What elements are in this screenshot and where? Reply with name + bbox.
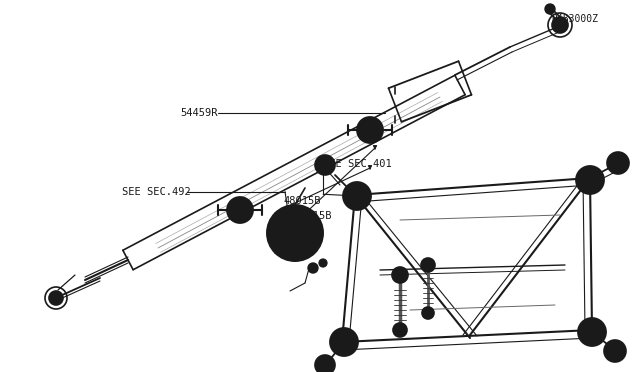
Circle shape xyxy=(552,17,568,33)
Circle shape xyxy=(396,326,404,334)
Circle shape xyxy=(336,334,352,350)
Circle shape xyxy=(576,166,604,194)
Circle shape xyxy=(392,267,408,283)
Circle shape xyxy=(363,123,377,137)
Circle shape xyxy=(357,117,383,143)
Circle shape xyxy=(422,307,434,319)
Circle shape xyxy=(610,346,620,356)
Circle shape xyxy=(604,340,626,362)
Circle shape xyxy=(330,328,358,356)
Circle shape xyxy=(315,355,335,372)
Circle shape xyxy=(545,4,555,14)
Circle shape xyxy=(49,291,63,305)
Circle shape xyxy=(289,227,301,239)
Text: 48015B: 48015B xyxy=(294,211,332,221)
Circle shape xyxy=(582,172,598,188)
Circle shape xyxy=(320,160,330,170)
Text: R483000Z: R483000Z xyxy=(552,14,598,24)
Circle shape xyxy=(283,221,307,245)
Text: 54459R: 54459R xyxy=(180,109,218,118)
Circle shape xyxy=(578,318,606,346)
Circle shape xyxy=(315,155,335,175)
Circle shape xyxy=(393,323,407,337)
Circle shape xyxy=(233,203,247,217)
Circle shape xyxy=(607,152,629,174)
Circle shape xyxy=(354,193,360,199)
Circle shape xyxy=(343,182,371,210)
Circle shape xyxy=(227,197,253,223)
Circle shape xyxy=(421,258,435,272)
Circle shape xyxy=(584,324,600,340)
Circle shape xyxy=(319,259,327,267)
Text: SEE SEC.401: SEE SEC.401 xyxy=(323,159,392,169)
Circle shape xyxy=(267,205,323,261)
Text: SEE SEC.492: SEE SEC.492 xyxy=(122,187,190,196)
Circle shape xyxy=(349,188,365,204)
Circle shape xyxy=(287,222,293,228)
Circle shape xyxy=(613,158,623,168)
Text: 48015B: 48015B xyxy=(284,196,321,206)
Circle shape xyxy=(308,263,318,273)
